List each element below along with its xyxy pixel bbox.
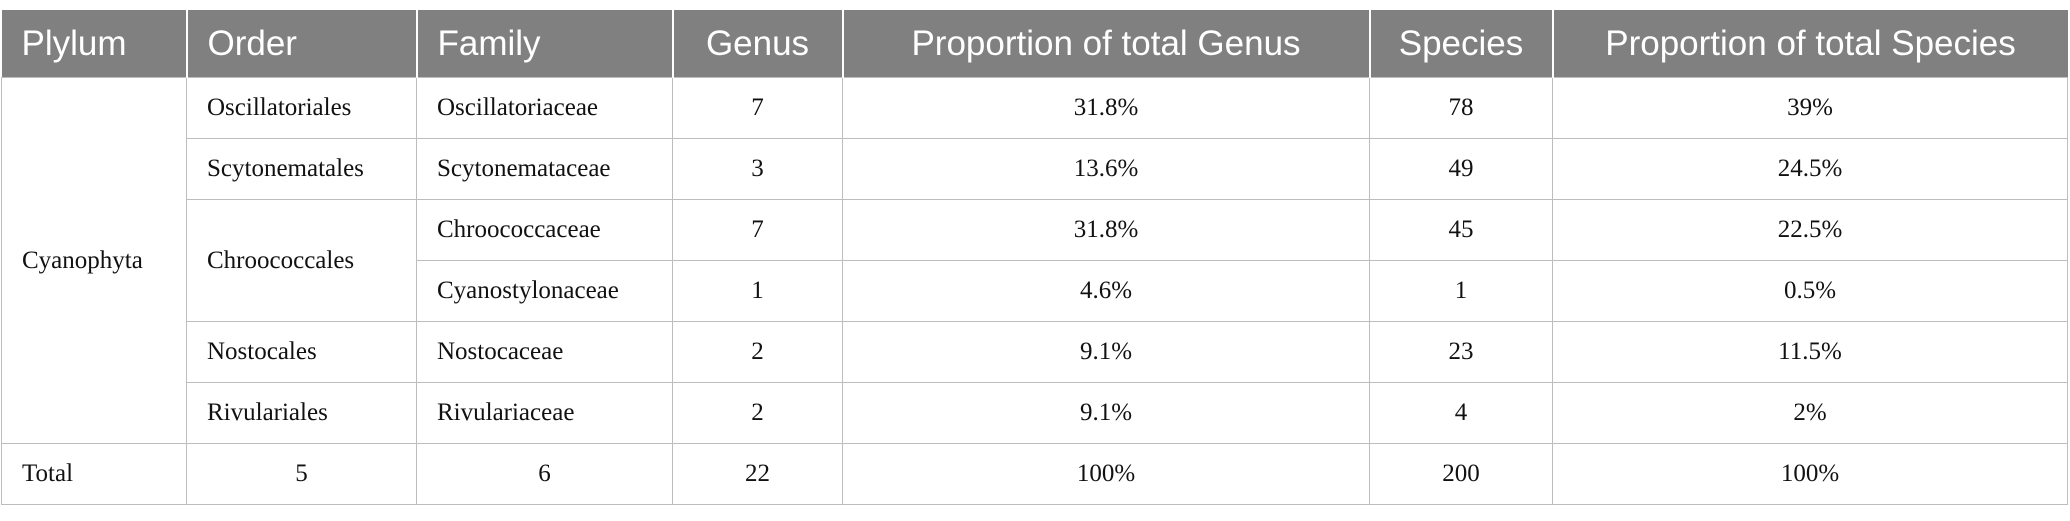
- cell: 22.5%: [1552, 199, 2068, 261]
- cell: 78: [1369, 77, 1553, 139]
- header-cell: Species: [1368, 10, 1553, 78]
- cell: 2%: [1552, 382, 2068, 444]
- cell: Nostocales: [186, 321, 417, 383]
- cell: 4: [1369, 382, 1553, 444]
- cell: 7: [672, 77, 843, 139]
- row: Nostocales Nostocaceae 2 9.1% 23 11.5%: [2, 321, 2068, 383]
- cell: 22: [672, 443, 843, 505]
- cell: Oscillatoriales: [186, 77, 417, 139]
- header-cell: Proportion of total Species: [1551, 10, 2068, 78]
- cell: 23: [1369, 321, 1553, 383]
- cell: 100%: [1552, 443, 2068, 505]
- cell: 49: [1369, 138, 1553, 200]
- header-cell: Genus: [671, 10, 843, 78]
- cell: 9.1%: [842, 382, 1370, 444]
- row: Chroococcales Chroococcaceae 7 31.8% 45 …: [2, 199, 2068, 322]
- cell: 11.5%: [1552, 321, 2068, 383]
- cell: Chroococcaceae: [416, 199, 673, 261]
- cell: 45: [1369, 199, 1553, 261]
- cell: 2: [672, 321, 843, 383]
- header-cell: Plylum: [1, 10, 187, 78]
- row: Cyanostylonaceae 1 4.6% 1 0.5%: [2, 260, 2068, 322]
- cell: Rivulariales: [186, 382, 417, 444]
- cell: Total: [1, 443, 187, 505]
- cell: 5: [186, 443, 417, 505]
- cell: 24.5%: [1552, 138, 2068, 200]
- cell: 13.6%: [842, 138, 1370, 200]
- header-row: Plylum Order Family Genus Proportion of …: [1, 10, 2068, 78]
- cell: Oscillatoriaceae: [416, 77, 673, 139]
- cell: 200: [1369, 443, 1553, 505]
- cell: Scytonematales: [186, 138, 417, 200]
- cell: 7: [672, 199, 843, 261]
- cell: 39%: [1552, 77, 2068, 139]
- cell: 31.8%: [842, 77, 1370, 139]
- cell: 2: [672, 382, 843, 444]
- row: Scytonematales Scytonemataceae 3 13.6% 4…: [2, 138, 2068, 200]
- cell: 4.6%: [842, 260, 1370, 322]
- cell: Chroococcales: [186, 199, 417, 322]
- cell: 1: [672, 260, 843, 322]
- cell: Cyanophyta: [1, 77, 187, 444]
- row: Rivulariales Rivulariaceae 2 9.1% 4 2%: [2, 382, 2068, 444]
- cell: 100%: [842, 443, 1370, 505]
- data-table: Plylum Order Family Genus Proportion of …: [1, 10, 2068, 505]
- cell: 0.5%: [1552, 260, 2068, 322]
- cell: Rivulariaceae: [416, 382, 673, 444]
- cell: 9.1%: [842, 321, 1370, 383]
- cell: 1: [1369, 260, 1553, 322]
- cell: 31.8%: [842, 199, 1370, 261]
- cell: Cyanostylonaceae: [416, 260, 673, 322]
- total-row: Total 5 6 22 100% 200 100%: [1, 443, 2068, 505]
- cell: Nostocaceae: [416, 321, 673, 383]
- header-cell: Proportion of total Genus: [841, 10, 1370, 78]
- cell: Scytonemataceae: [416, 138, 673, 200]
- header-cell: Family: [415, 10, 673, 78]
- cell: 3: [672, 138, 843, 200]
- header-cell: Order: [185, 10, 417, 78]
- row: Cyanophyta Oscillatoriales Oscillatoriac…: [1, 77, 2068, 444]
- cell: 6: [416, 443, 673, 505]
